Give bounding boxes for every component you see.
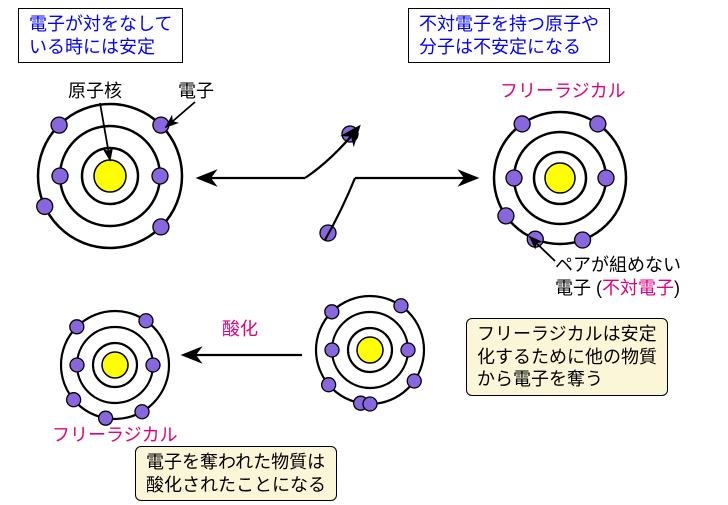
electron-icon bbox=[325, 305, 339, 319]
orbit-ring bbox=[77, 327, 153, 403]
note-bottom: 電子を奪われた物質は 酸化されたことになる bbox=[135, 446, 337, 501]
orbit-ring bbox=[82, 148, 138, 204]
note-right-l3: から電子を奪う bbox=[477, 369, 603, 389]
stable-caption: 電子が対をなして いる時には安定 bbox=[18, 8, 183, 63]
atom-free-radical-top bbox=[494, 112, 626, 248]
loose-electron-icon bbox=[320, 225, 336, 241]
electron-icon bbox=[70, 320, 84, 334]
orbit-ring bbox=[93, 343, 137, 387]
orbit-ring bbox=[332, 312, 408, 388]
electron-icon bbox=[527, 231, 543, 247]
note-bottom-l2: 酸化されたことになる bbox=[146, 475, 326, 495]
loose-electron-icon bbox=[342, 126, 358, 142]
electron-icon bbox=[139, 314, 153, 328]
nucleus-icon bbox=[102, 352, 128, 378]
note-right-l1: フリーラジカルは安定 bbox=[477, 324, 657, 344]
electron-icon bbox=[514, 116, 530, 132]
electron-icon bbox=[354, 396, 368, 410]
arrow-electron-transfer bbox=[325, 178, 355, 240]
electron-icon bbox=[135, 405, 149, 419]
arrow-electron-eject bbox=[305, 128, 358, 178]
nucleus-icon bbox=[357, 337, 383, 363]
unpaired-line2b: 不対電子 bbox=[602, 278, 674, 298]
free-radical-bottom-text: フリーラジカル bbox=[52, 425, 178, 445]
oxidation-label: 酸化 bbox=[222, 318, 258, 341]
note-right-l2: 化するために他の物質 bbox=[477, 347, 657, 367]
orbit-ring bbox=[316, 296, 424, 404]
electron-icon bbox=[363, 397, 377, 411]
electron-label: 電子 bbox=[178, 80, 214, 103]
pointer-nucleus bbox=[100, 103, 110, 160]
note-right: フリーラジカルは安定 化するために他の物質 から電子を奪う bbox=[466, 318, 668, 396]
electron-icon bbox=[598, 170, 614, 186]
electron-icon bbox=[153, 219, 169, 235]
unstable-caption: 不対電子を持つ原子や 分子は不安定になる bbox=[408, 8, 610, 63]
orbit-ring bbox=[534, 152, 586, 204]
atom-donor bbox=[316, 296, 424, 411]
pointer-electron bbox=[166, 102, 195, 127]
stable-caption-line2: いる時には安定 bbox=[29, 37, 155, 57]
electron-icon bbox=[67, 393, 81, 407]
oxidation-text: 酸化 bbox=[222, 319, 258, 339]
diagram-stage: 電子が対をなして いる時には安定 不対電子を持つ原子や 分子は不安定になる 原子… bbox=[0, 0, 728, 505]
unpaired-line2a: 電子 ( bbox=[555, 278, 602, 298]
unstable-caption-line2: 分子は不安定になる bbox=[419, 37, 581, 57]
electron-icon bbox=[407, 374, 421, 388]
nucleus-icon bbox=[94, 160, 126, 192]
unpaired-line1: ペアが組めない bbox=[555, 255, 681, 275]
electron-icon bbox=[152, 168, 168, 184]
unpaired-label: ペアが組めない 電子 (不対電子) bbox=[555, 254, 681, 299]
note-bottom-l1: 電子を奪われた物質は bbox=[146, 452, 325, 472]
atom-stable bbox=[37, 104, 182, 248]
unpaired-line2c: ) bbox=[674, 278, 680, 298]
electron-icon bbox=[506, 170, 522, 186]
electron-icon bbox=[590, 116, 606, 132]
electron-icon bbox=[498, 208, 514, 224]
nucleus-label-text: 原子核 bbox=[68, 81, 122, 101]
orbit-ring bbox=[60, 126, 160, 226]
electron-icon bbox=[146, 358, 160, 372]
nucleus-label: 原子核 bbox=[68, 80, 122, 103]
electron-icon bbox=[70, 358, 84, 372]
stable-caption-line1: 電子が対をなして bbox=[29, 14, 172, 34]
electron-icon bbox=[51, 117, 67, 133]
electron-icon bbox=[401, 343, 415, 357]
electron-label-text: 電子 bbox=[178, 81, 214, 101]
orbit-ring bbox=[514, 132, 606, 224]
free-radical-bottom: フリーラジカル bbox=[52, 424, 178, 447]
orbit-ring bbox=[61, 311, 169, 419]
pointer-unpaired bbox=[530, 237, 555, 261]
free-radical-top-text: フリーラジカル bbox=[500, 81, 626, 101]
orbit-ring bbox=[348, 328, 392, 372]
electron-icon bbox=[37, 198, 53, 214]
free-radical-top: フリーラジカル bbox=[500, 80, 626, 103]
nucleus-icon bbox=[545, 163, 575, 193]
unstable-caption-line1: 不対電子を持つ原子や bbox=[419, 14, 599, 34]
orbit-ring bbox=[494, 112, 626, 244]
electron-icon bbox=[394, 299, 408, 313]
orbit-ring bbox=[38, 104, 182, 248]
electron-icon bbox=[575, 232, 591, 248]
electron-icon bbox=[52, 168, 68, 184]
electron-icon bbox=[322, 378, 336, 392]
atom-free-radical-bottom bbox=[61, 311, 169, 425]
electron-icon bbox=[153, 117, 169, 133]
electron-icon bbox=[325, 343, 339, 357]
